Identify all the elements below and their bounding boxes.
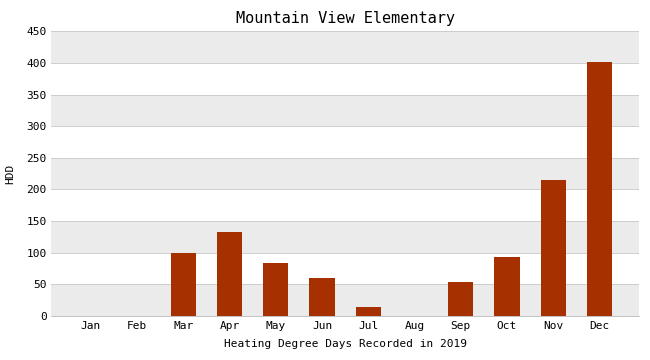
Bar — [494, 257, 520, 316]
Bar — [51, 63, 639, 95]
Bar — [356, 307, 381, 316]
Bar — [51, 284, 639, 316]
Bar — [51, 189, 639, 221]
Bar — [170, 252, 196, 316]
X-axis label: Heating Degree Days Recorded in 2019: Heating Degree Days Recorded in 2019 — [224, 339, 467, 349]
Bar — [51, 221, 639, 252]
Bar — [51, 158, 639, 189]
Bar — [51, 252, 639, 284]
Bar — [448, 282, 473, 316]
Bar — [217, 232, 242, 316]
Bar — [541, 180, 566, 316]
Bar — [51, 31, 639, 63]
Bar — [263, 263, 289, 316]
Bar — [51, 95, 639, 126]
Bar — [587, 62, 612, 316]
Bar — [51, 126, 639, 158]
Title: Mountain View Elementary: Mountain View Elementary — [236, 11, 454, 26]
Bar — [309, 278, 335, 316]
Y-axis label: HDD: HDD — [5, 163, 15, 184]
